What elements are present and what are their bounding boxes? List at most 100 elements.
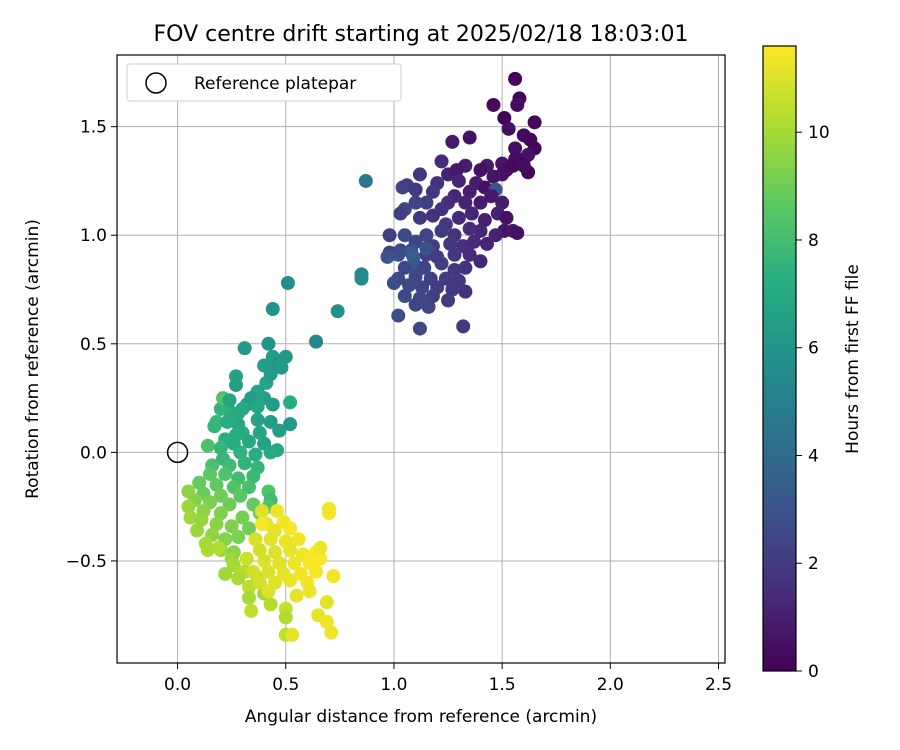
colorbar-gradient (762, 45, 797, 672)
data-point (209, 517, 224, 532)
grid-lines (117, 55, 725, 663)
data-point (246, 564, 261, 579)
data-point (241, 580, 256, 594)
data-point (183, 510, 198, 525)
data-point (425, 184, 440, 199)
y-tick-label: −0.5 (66, 552, 107, 572)
data-point (434, 154, 449, 169)
data-point (354, 271, 369, 286)
data-point (451, 173, 466, 188)
legend-box (126, 63, 402, 102)
data-point (397, 289, 412, 304)
colorbar-tick-label: 4 (808, 446, 819, 466)
data-point (456, 319, 471, 334)
data-point (380, 249, 395, 264)
data-point (272, 556, 287, 571)
data-point (415, 280, 430, 295)
colorbar-ticks: 0 2 4 6 8 10 (796, 123, 830, 682)
data-point (283, 573, 298, 588)
data-point (445, 134, 460, 149)
data-point (412, 321, 427, 336)
data-point (252, 543, 267, 558)
data-point (319, 595, 334, 610)
data-point (241, 434, 256, 449)
data-point (261, 564, 276, 579)
data-point (283, 543, 298, 558)
data-point (425, 289, 440, 304)
data-point (287, 556, 302, 571)
data-point (239, 551, 254, 566)
data-point (291, 532, 306, 547)
data-point (252, 575, 267, 590)
colorbar-label: Hours from first FF file (843, 264, 863, 454)
data-point (508, 71, 523, 86)
x-tick-label: 1.5 (489, 675, 516, 695)
data-point (473, 254, 488, 269)
data-point (250, 412, 265, 427)
data-point (222, 497, 237, 512)
colorbar-tick-label: 10 (808, 123, 830, 143)
data-point (226, 558, 241, 573)
data-point (224, 519, 239, 534)
x-tick-label: 0.0 (164, 675, 191, 695)
data-point (211, 540, 226, 555)
x-tick-label: 2.0 (597, 675, 624, 695)
data-point (241, 590, 256, 605)
x-tick-label: 2.5 (705, 675, 732, 695)
data-point (263, 532, 278, 547)
y-tick-label: 1.5 (80, 118, 107, 138)
data-point (473, 163, 488, 178)
data-point (464, 206, 479, 221)
y-tick-label: 0.0 (80, 443, 107, 463)
data-point (391, 247, 406, 262)
data-point (412, 167, 427, 182)
legend-marker-open-circle (145, 72, 167, 94)
data-points (181, 71, 542, 642)
data-point (207, 419, 222, 434)
data-point (263, 414, 278, 429)
data-point (402, 278, 417, 293)
data-point (473, 223, 488, 238)
data-point (309, 334, 324, 349)
data-point (267, 545, 282, 560)
data-point (408, 195, 423, 210)
data-point (477, 213, 492, 228)
y-tick-label: 1.0 (80, 226, 107, 246)
data-point (246, 469, 261, 484)
data-point (458, 284, 473, 299)
data-point (445, 282, 460, 297)
data-point (447, 247, 462, 262)
data-point (302, 584, 317, 599)
data-point (213, 506, 228, 521)
y-axis-ticks: −0.5 0.0 0.5 1.0 1.5 (66, 118, 117, 572)
data-point (280, 276, 295, 290)
data-point (447, 262, 462, 277)
data-point (213, 401, 228, 416)
data-point (283, 417, 298, 432)
data-point (248, 447, 263, 462)
y-tick-label: 0.5 (80, 335, 107, 355)
data-point (473, 195, 488, 210)
data-point (231, 571, 246, 586)
data-point (237, 341, 252, 356)
data-point (479, 236, 494, 251)
data-point (467, 234, 482, 249)
data-point (231, 530, 246, 545)
data-point (434, 256, 449, 271)
data-point (263, 445, 278, 460)
data-point (495, 195, 510, 210)
data-point (190, 523, 205, 538)
data-point (181, 499, 196, 514)
data-point (438, 271, 453, 286)
data-point (289, 588, 304, 603)
data-point (326, 569, 341, 584)
data-point (265, 302, 280, 317)
data-point (248, 532, 263, 547)
data-point (451, 210, 466, 225)
y-axis-label: Rotation from reference (arcmin) (23, 219, 43, 499)
data-point (488, 228, 503, 243)
data-point (419, 228, 434, 243)
data-point (257, 553, 272, 568)
data-point (274, 360, 289, 375)
data-point (499, 210, 514, 225)
